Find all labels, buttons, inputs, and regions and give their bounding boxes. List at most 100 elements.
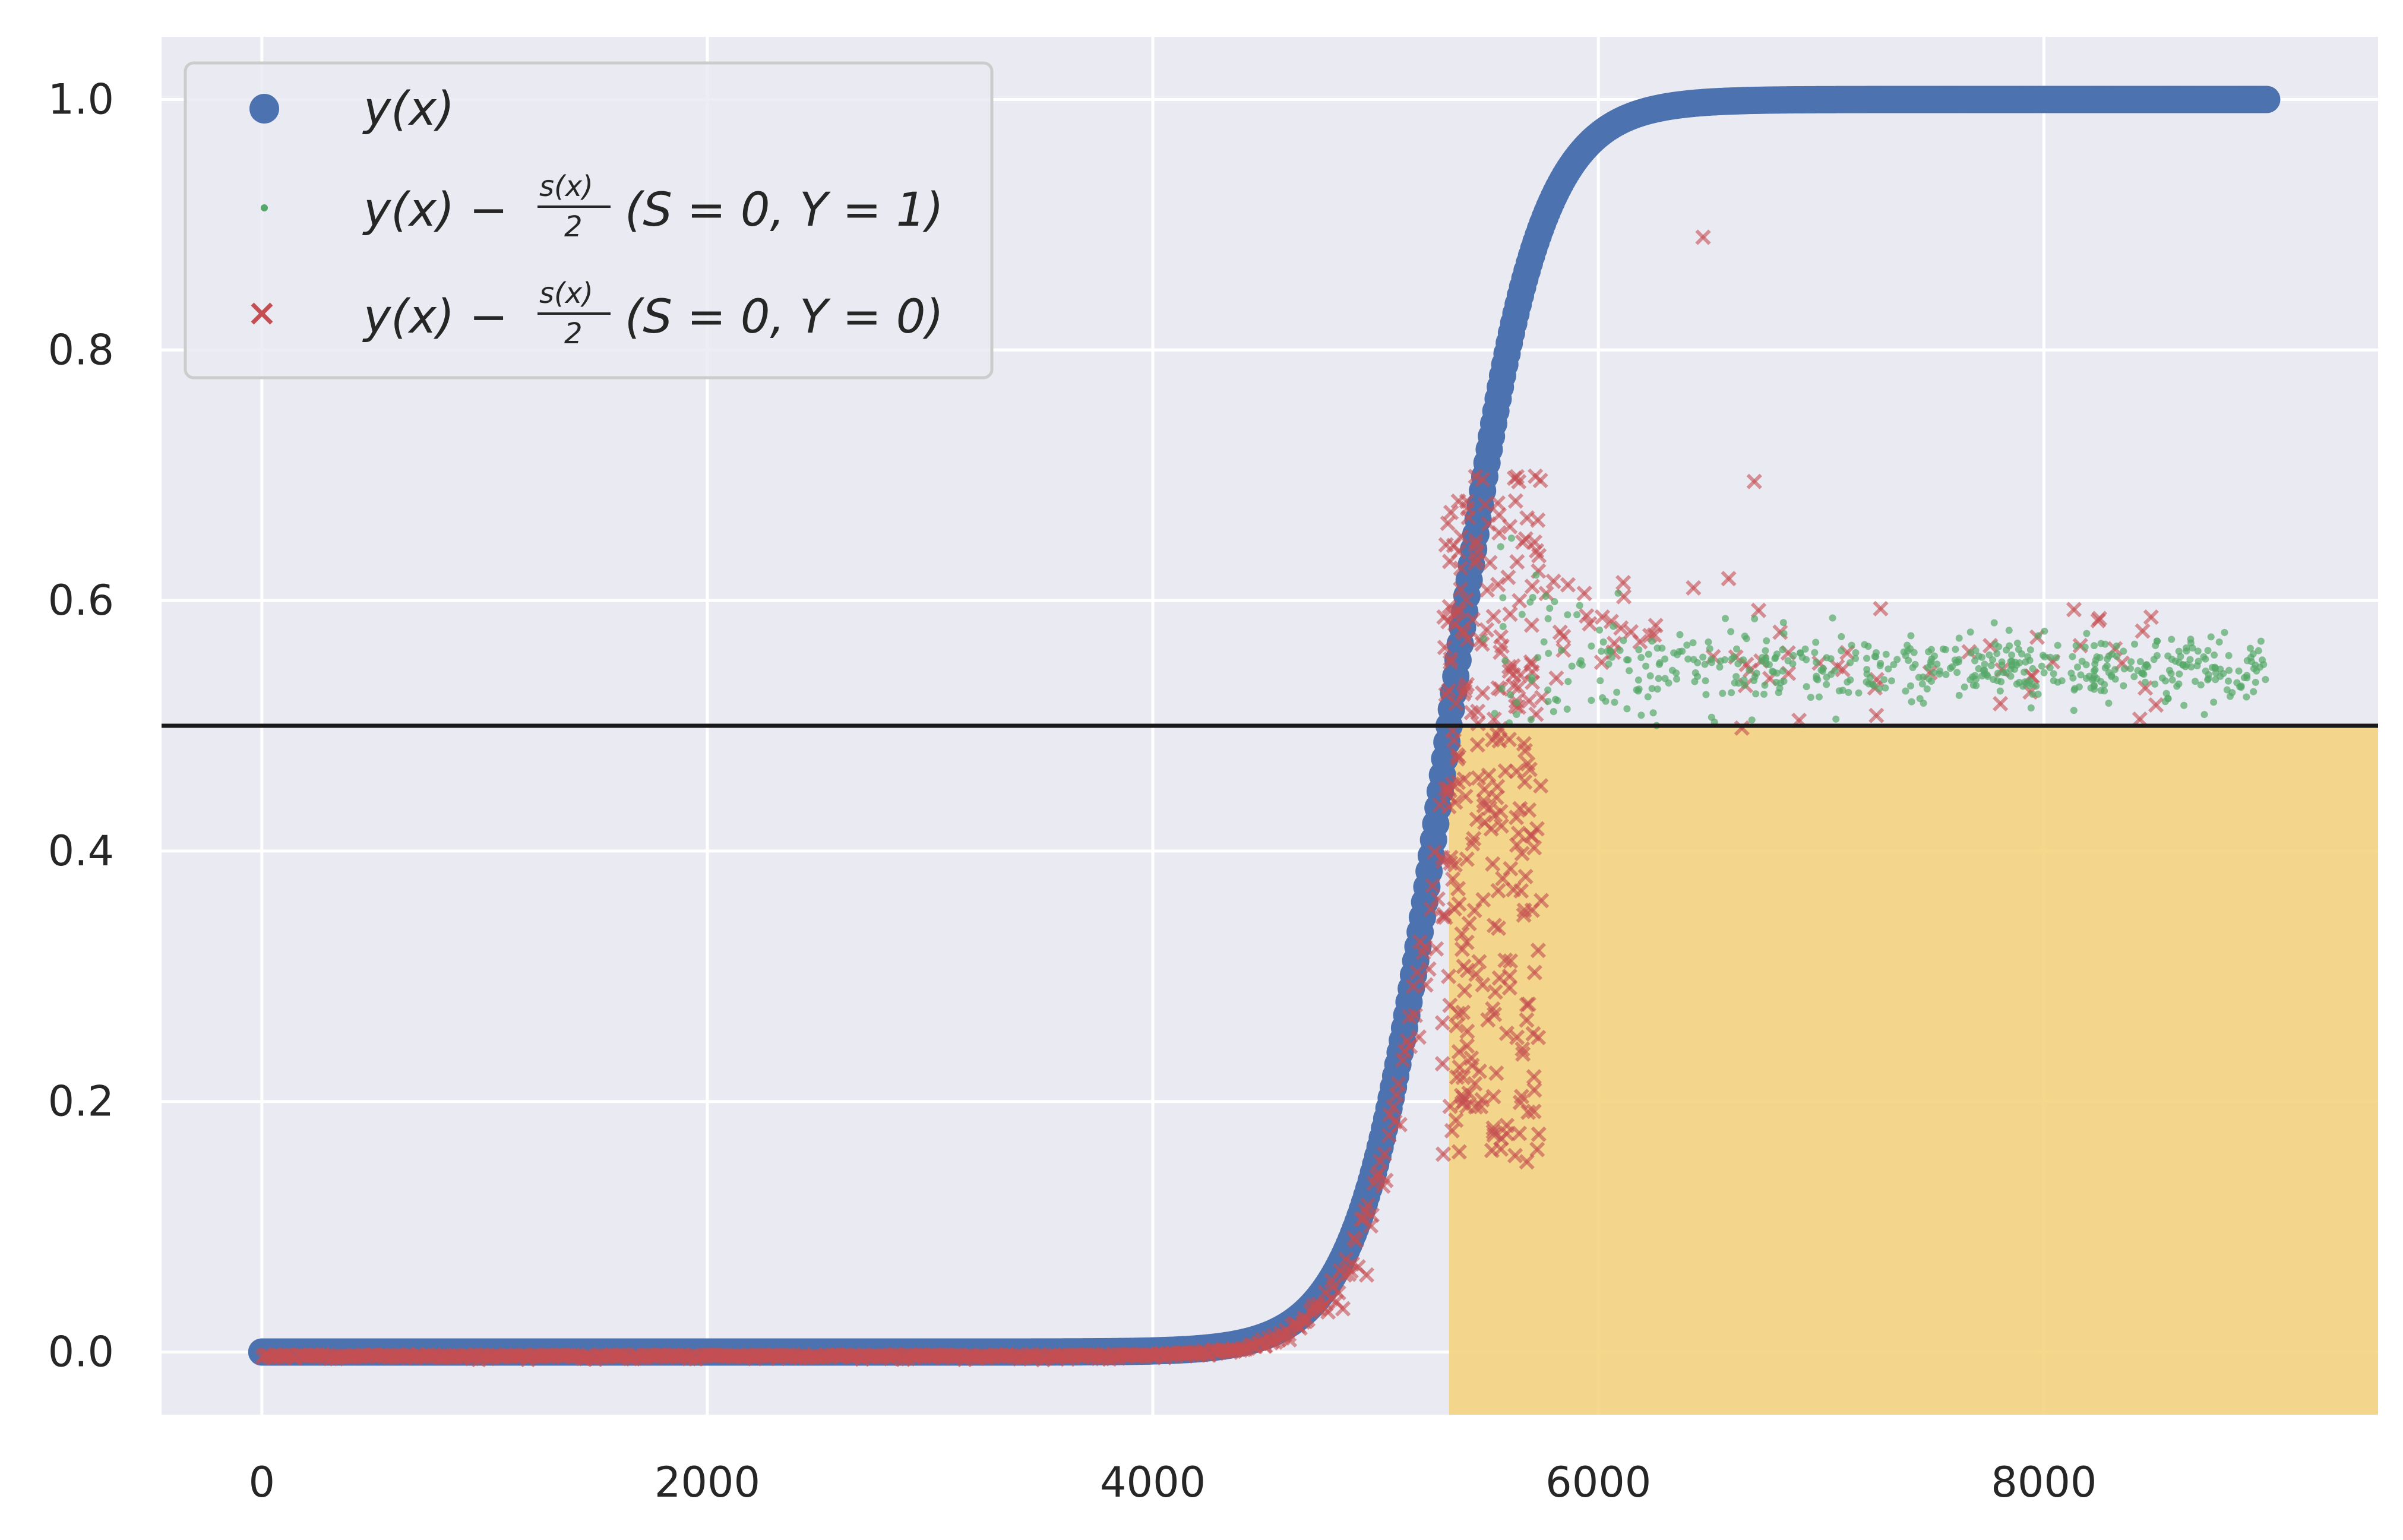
point-s0-y1 <box>2007 672 2015 680</box>
point-s0-y1 <box>2029 665 2037 672</box>
point-s0-y1 <box>1893 656 1901 663</box>
point-s0-y1 <box>1987 662 1995 669</box>
point-s0-y0 <box>1459 934 1475 950</box>
point-s0-y1 <box>1645 650 1652 658</box>
point-s0-y1 <box>2197 681 2205 689</box>
point-s0-y1 <box>1497 543 1504 551</box>
point-s0-y1 <box>1568 662 1576 670</box>
point-s0-y1 <box>1758 657 1766 665</box>
point-s0-y1 <box>1684 655 1692 663</box>
point-s0-y1 <box>1544 615 1552 622</box>
point-s0-y1 <box>2021 668 2028 676</box>
point-s0-y1 <box>1890 661 1898 669</box>
point-s0-y1 <box>1845 688 1852 696</box>
point-s0-y1 <box>1823 681 1830 688</box>
legend: y(x) y(x) − s(x) 2 (S = 0, Y = 1) y(x) −… <box>184 61 994 380</box>
point-s0-y0 <box>1632 634 1648 650</box>
series-s0-y0 <box>254 229 2164 1368</box>
point-s0-y1 <box>1661 655 1669 663</box>
point-s0-y1 <box>1877 659 1885 667</box>
point-s0-y0 <box>1519 1012 1535 1028</box>
point-s0-y0 <box>1471 770 1487 786</box>
point-s0-y1 <box>1540 638 1548 646</box>
point-s0-y0 <box>1686 580 1702 596</box>
point-s0-y1 <box>1690 656 1697 663</box>
point-s0-y1 <box>1655 675 1662 682</box>
point-s0-y1 <box>1545 650 1553 657</box>
point-s0-y1 <box>1952 646 1959 653</box>
point-s0-y0 <box>1498 1025 1515 1041</box>
point-s0-y1 <box>1588 642 1595 650</box>
point-s0-y0 <box>1449 1069 1465 1085</box>
point-s0-y0 <box>1524 578 1540 595</box>
point-s0-y0 <box>1454 926 1470 942</box>
point-s0-y1 <box>2091 660 2099 668</box>
point-s0-y1 <box>2034 632 2042 640</box>
point-s0-y1 <box>1563 705 1571 713</box>
point-s0-y1 <box>1513 698 1521 706</box>
point-s0-y1 <box>2215 638 2223 646</box>
point-s0-y0 <box>1490 577 1506 593</box>
point-s0-y1 <box>1981 660 1988 668</box>
legend-marker-red <box>251 302 273 325</box>
point-s0-y1 <box>1623 656 1631 664</box>
point-s0-y1 <box>1691 678 1699 685</box>
point-s0-y1 <box>2077 671 2085 679</box>
point-s0-y1 <box>1658 644 1666 652</box>
point-s0-y1 <box>1978 653 1985 661</box>
point-s0-y1 <box>1779 646 1787 653</box>
point-s0-y0 <box>1514 1041 1531 1057</box>
point-s0-y0 <box>1358 1267 1375 1283</box>
point-s0-y1 <box>1642 662 1650 670</box>
point-s0-y1 <box>2246 644 2254 652</box>
point-s0-y1 <box>1855 689 1863 697</box>
point-s0-y1 <box>1924 663 1932 671</box>
point-s0-y1 <box>2141 663 2149 671</box>
point-s0-y1 <box>1885 665 1892 673</box>
point-s0-y0 <box>1750 602 1767 618</box>
point-s0-y0 <box>1486 1127 1502 1143</box>
point-s0-y0 <box>1434 1055 1450 1072</box>
point-s0-y1 <box>2105 700 2113 707</box>
legend-label-green-frac-num: s(x) <box>539 170 593 203</box>
point-s0-y1 <box>1972 647 1980 654</box>
point-s0-y1 <box>1923 685 1931 692</box>
legend-label-red-frac-num: s(x) <box>539 277 593 310</box>
point-s0-y0 <box>1438 537 1454 553</box>
point-s0-y1 <box>1501 657 1509 665</box>
point-s0-y0 <box>1873 600 1889 617</box>
point-s0-y1 <box>2090 642 2098 650</box>
point-s0-y1 <box>1815 693 1823 701</box>
point-s0-y1 <box>1916 695 1924 703</box>
point-s0-y1 <box>1931 652 1939 660</box>
point-s0-y0 <box>1434 1015 1451 1031</box>
point-s0-y0 <box>1450 881 1466 897</box>
point-s0-y1 <box>1656 659 1664 667</box>
point-s0-y1 <box>1599 638 1607 646</box>
point-s0-y1 <box>1491 710 1498 717</box>
point-s0-y0 <box>1487 807 1503 823</box>
point-s0-y1 <box>1719 690 1727 697</box>
point-s0-y0 <box>1459 1023 1475 1039</box>
point-s0-y0 <box>1445 871 1461 887</box>
point-s0-y0 <box>1469 736 1485 753</box>
point-s0-y1 <box>1838 633 1845 640</box>
point-s0-y0 <box>1376 1146 1393 1162</box>
point-s0-y0 <box>1466 831 1482 847</box>
point-s0-y1 <box>1993 650 2001 657</box>
point-s0-y1 <box>2052 654 2060 662</box>
point-s0-y1 <box>2158 674 2166 682</box>
point-s0-y1 <box>1990 619 1998 627</box>
point-s0-y1 <box>1846 676 1854 684</box>
point-s0-y1 <box>1751 673 1759 681</box>
point-s0-y1 <box>1751 615 1759 622</box>
point-s0-y1 <box>2047 653 2054 661</box>
point-s0-y0 <box>1281 1332 1298 1348</box>
point-s0-y1 <box>2113 642 2120 650</box>
point-s0-y1 <box>1480 635 1488 643</box>
point-s0-y1 <box>2093 675 2101 682</box>
point-s0-y1 <box>1776 684 1784 692</box>
point-s0-y0 <box>1378 1172 1394 1188</box>
point-s0-y1 <box>2046 664 2054 672</box>
point-s0-y1 <box>1985 651 1993 659</box>
